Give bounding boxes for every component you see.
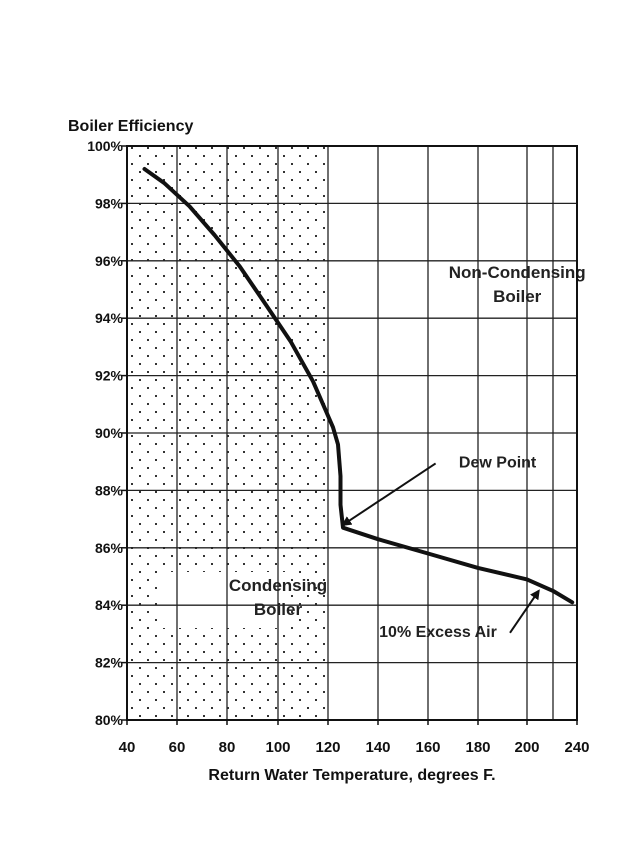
x-tick-label: 40 [119, 739, 136, 756]
y-tick-label: 82% [95, 655, 124, 671]
condensing-label: Boiler [254, 600, 303, 619]
x-axis-title: Return Water Temperature, degrees F. [208, 767, 495, 784]
dew-point-arrow [341, 462, 437, 526]
noncondensing-label: Non-Condensing [449, 263, 586, 282]
y-tick-label: 80% [95, 712, 124, 728]
dewpoint-label-bg [400, 450, 510, 478]
x-tick-label: 60 [169, 739, 186, 756]
x-tick-label: 160 [415, 739, 440, 756]
x-tick-label: 100 [265, 739, 290, 756]
y-tick-label: 100% [87, 138, 123, 154]
y-tick-label: 90% [95, 425, 124, 441]
condensing-label: Condensing [229, 576, 327, 595]
condensing-label-bg [160, 572, 285, 628]
y-tick-label: 94% [95, 310, 124, 326]
y-axis-title: Boiler Efficiency [68, 118, 193, 135]
x-tick-label: 200 [514, 739, 539, 756]
dew-point-label: Dew Point [459, 454, 537, 471]
y-tick-label: 84% [95, 597, 124, 613]
x-tick-label: 240 [564, 739, 589, 756]
y-tick-label: 96% [95, 253, 124, 269]
x-tick-label: 180 [465, 739, 490, 756]
x-tick-label: 140 [365, 739, 390, 756]
y-tick-label: 88% [95, 482, 124, 498]
excess-air-label: 10% Excess Air [379, 624, 497, 641]
noncondensing-label-bg [384, 232, 554, 288]
efficiency-curve [142, 167, 575, 605]
y-tick-label: 86% [95, 540, 124, 556]
noncondensing-label: Boiler [493, 287, 542, 306]
excess-air-arrow [509, 589, 540, 634]
x-tick-label: 120 [315, 739, 340, 756]
x-tick-label: 80 [219, 739, 236, 756]
y-tick-label: 92% [95, 368, 124, 384]
y-tick-label: 98% [95, 195, 124, 211]
